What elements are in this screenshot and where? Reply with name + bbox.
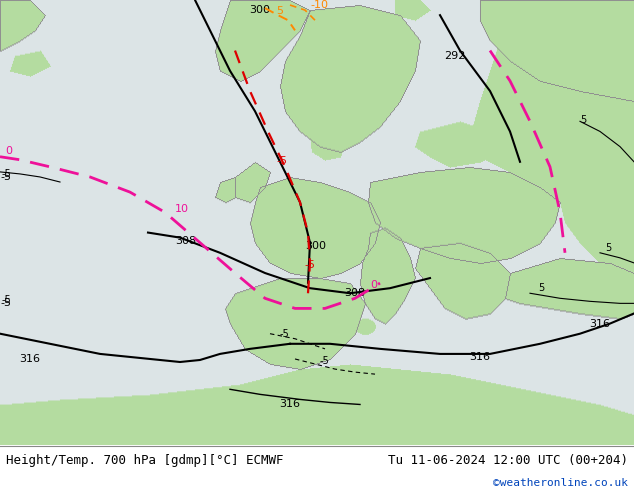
Text: 5: 5: [538, 283, 544, 293]
Text: 308: 308: [176, 236, 197, 245]
Text: -5: -5: [2, 169, 12, 179]
Text: -5: -5: [0, 298, 11, 308]
Text: 0: 0: [5, 146, 12, 156]
Text: -5: -5: [0, 172, 11, 182]
Text: Tu 11-06-2024 12:00 UTC (00+204): Tu 11-06-2024 12:00 UTC (00+204): [387, 454, 628, 467]
Text: -5: -5: [2, 295, 12, 305]
Text: ©weatheronline.co.uk: ©weatheronline.co.uk: [493, 478, 628, 488]
Text: 300: 300: [250, 5, 271, 15]
Text: Height/Temp. 700 hPa [gdmp][°C] ECMWF: Height/Temp. 700 hPa [gdmp][°C] ECMWF: [6, 454, 284, 467]
Text: 5: 5: [580, 115, 586, 125]
Text: 316: 316: [470, 352, 491, 362]
Text: 300: 300: [305, 241, 326, 251]
Text: 5: 5: [276, 6, 283, 16]
Text: 292: 292: [444, 50, 466, 61]
Text: -5: -5: [276, 156, 287, 166]
Text: 308: 308: [344, 288, 366, 298]
Text: -5: -5: [280, 329, 290, 339]
Text: -10: -10: [310, 0, 328, 10]
Text: 10: 10: [175, 204, 189, 214]
Text: 316: 316: [280, 399, 301, 410]
Text: 0: 0: [370, 280, 377, 290]
Text: -5: -5: [304, 260, 316, 270]
Text: 316: 316: [590, 318, 611, 329]
Text: -5: -5: [320, 356, 330, 366]
Text: 5: 5: [605, 243, 611, 253]
Text: 316: 316: [20, 354, 41, 364]
